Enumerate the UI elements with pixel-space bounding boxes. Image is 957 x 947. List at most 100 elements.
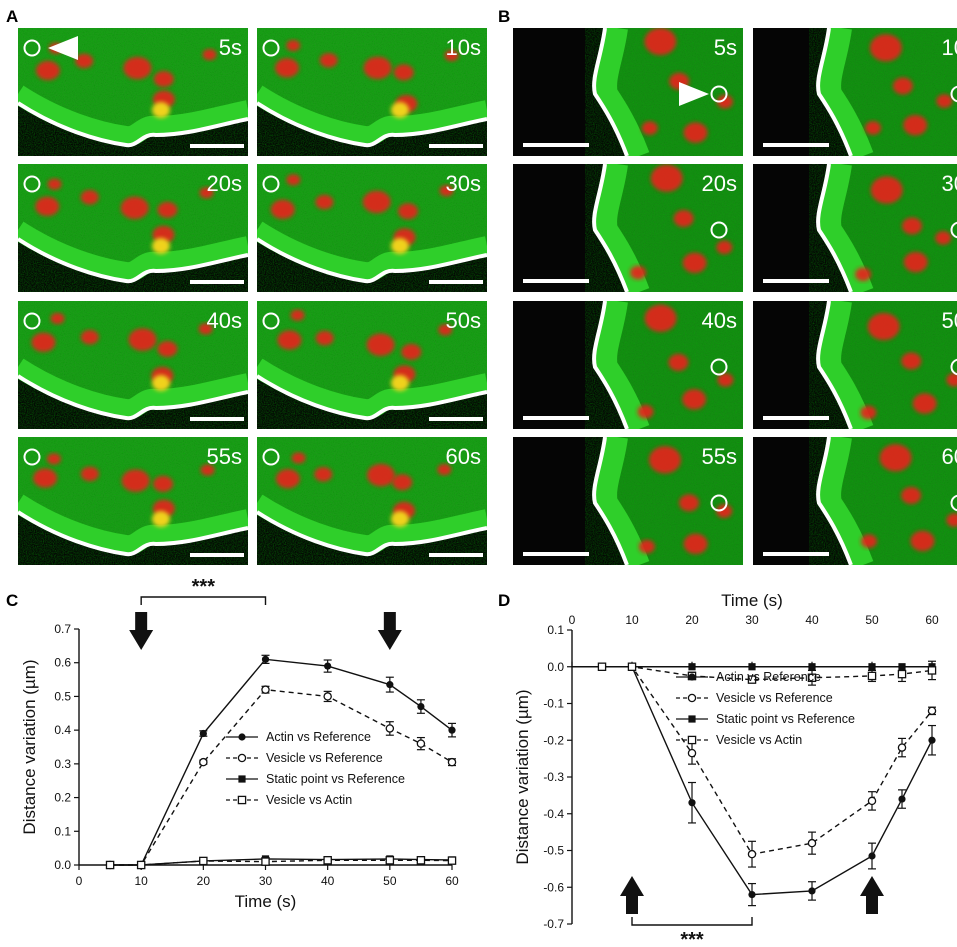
membrane-outline xyxy=(816,164,853,292)
vesicle-signal xyxy=(35,60,60,81)
y-tick-label: -0.4 xyxy=(543,807,564,821)
membrane-outline xyxy=(18,374,248,421)
vesicle-signal xyxy=(33,468,58,488)
vesicle-signal xyxy=(936,94,953,108)
time-label: 10s xyxy=(446,35,481,60)
membrane-outline xyxy=(816,28,853,156)
significance-label: *** xyxy=(192,576,216,598)
scale-bar xyxy=(763,279,829,283)
vesicle-signal xyxy=(47,178,62,190)
vesicle-signal xyxy=(683,122,708,143)
membrane-outline xyxy=(18,237,248,284)
circle-marker xyxy=(710,494,728,512)
vesicle-signal xyxy=(910,530,935,552)
vesicle-signal xyxy=(401,343,422,360)
membrane-band xyxy=(595,164,650,292)
vesicle-signal xyxy=(946,373,957,387)
legend-label: Vesicle vs Reference xyxy=(266,751,383,765)
vesicle-signal xyxy=(444,49,459,62)
membrane-band xyxy=(819,164,874,292)
vesicle-signal xyxy=(314,467,333,482)
series-line xyxy=(110,688,453,866)
vesicle-signal xyxy=(153,475,174,492)
scale-bar xyxy=(523,416,589,420)
circle-marker xyxy=(262,175,280,193)
vesicle-signal xyxy=(644,304,677,332)
membrane-outline xyxy=(592,164,629,292)
vesicle-signal xyxy=(290,309,305,321)
membrane-band xyxy=(595,28,650,156)
legend-label: Actin vs Reference xyxy=(266,730,371,744)
circle-marker xyxy=(262,312,280,330)
vesicle-signal xyxy=(75,53,94,69)
membrane-band xyxy=(595,301,650,429)
data-point xyxy=(808,887,816,895)
vesicle-signal xyxy=(157,340,178,357)
data-point xyxy=(688,715,696,723)
vesicle-signal xyxy=(855,267,872,282)
time-label: 40s xyxy=(702,308,737,333)
vesicle-signal xyxy=(200,464,215,476)
membrane-outline xyxy=(592,28,629,156)
membrane-outline xyxy=(592,437,629,565)
vesicle-signal xyxy=(363,56,392,80)
time-label: 50s xyxy=(446,308,481,333)
y-tick-label: -0.1 xyxy=(543,697,564,711)
data-point xyxy=(807,838,817,848)
time-label: 55s xyxy=(207,444,242,469)
time-label: 10s xyxy=(942,35,957,60)
scale-bar xyxy=(190,280,244,284)
vesicle-signal xyxy=(935,231,952,245)
vesicle-signal xyxy=(46,453,61,465)
data-point xyxy=(324,662,332,670)
time-label: 50s xyxy=(942,308,957,333)
x-tick-label: 0 xyxy=(76,874,83,888)
membrane-band xyxy=(819,28,874,156)
vesicle-signal xyxy=(682,389,707,410)
micrograph-tile-b: 55s xyxy=(513,437,743,565)
vesicle-signal xyxy=(120,196,149,220)
vesicle-signal xyxy=(157,201,178,218)
circle-marker xyxy=(950,85,957,103)
time-label: 5s xyxy=(219,35,242,60)
data-point xyxy=(808,663,816,671)
data-point xyxy=(447,856,457,865)
vesicle-signal xyxy=(366,463,395,487)
panel-letter-b: B xyxy=(498,7,510,26)
data-point xyxy=(417,702,425,711)
time-label: 40s xyxy=(207,308,242,333)
data-point xyxy=(748,891,756,899)
data-point xyxy=(688,799,696,807)
x-axis-title: Time (s) xyxy=(721,591,783,610)
micrograph-tile-a: 10s xyxy=(257,28,487,156)
circle-marker xyxy=(950,358,957,376)
y-tick-label: -0.2 xyxy=(543,733,564,747)
vesicle-signal xyxy=(860,405,877,420)
x-tick-label: 20 xyxy=(197,874,211,888)
vesicle-signal xyxy=(716,240,733,255)
data-point xyxy=(261,655,270,663)
vesicle-signal xyxy=(902,217,923,235)
data-point xyxy=(928,736,936,744)
y-tick-label: -0.3 xyxy=(543,770,564,784)
data-point xyxy=(597,662,607,672)
data-point xyxy=(898,795,906,803)
vesicle-signal xyxy=(275,469,300,489)
data-point xyxy=(867,671,877,681)
vesicle-signal xyxy=(121,469,150,492)
data-point xyxy=(687,693,697,703)
x-tick-label: 60 xyxy=(445,874,459,888)
vesicle-signal xyxy=(716,94,733,109)
data-point xyxy=(199,856,208,866)
vesicle-signal xyxy=(903,114,928,136)
y-axis-title: Distance variation (µm) xyxy=(513,689,532,864)
vesicle-signal xyxy=(861,534,878,549)
membrane-band xyxy=(18,85,248,147)
y-tick-label: 0.7 xyxy=(54,622,71,636)
membrane-band xyxy=(18,358,248,420)
data-point xyxy=(927,666,937,675)
membrane-band xyxy=(257,494,487,556)
vesicle-signal xyxy=(202,49,217,61)
membrane-outline xyxy=(257,237,487,284)
